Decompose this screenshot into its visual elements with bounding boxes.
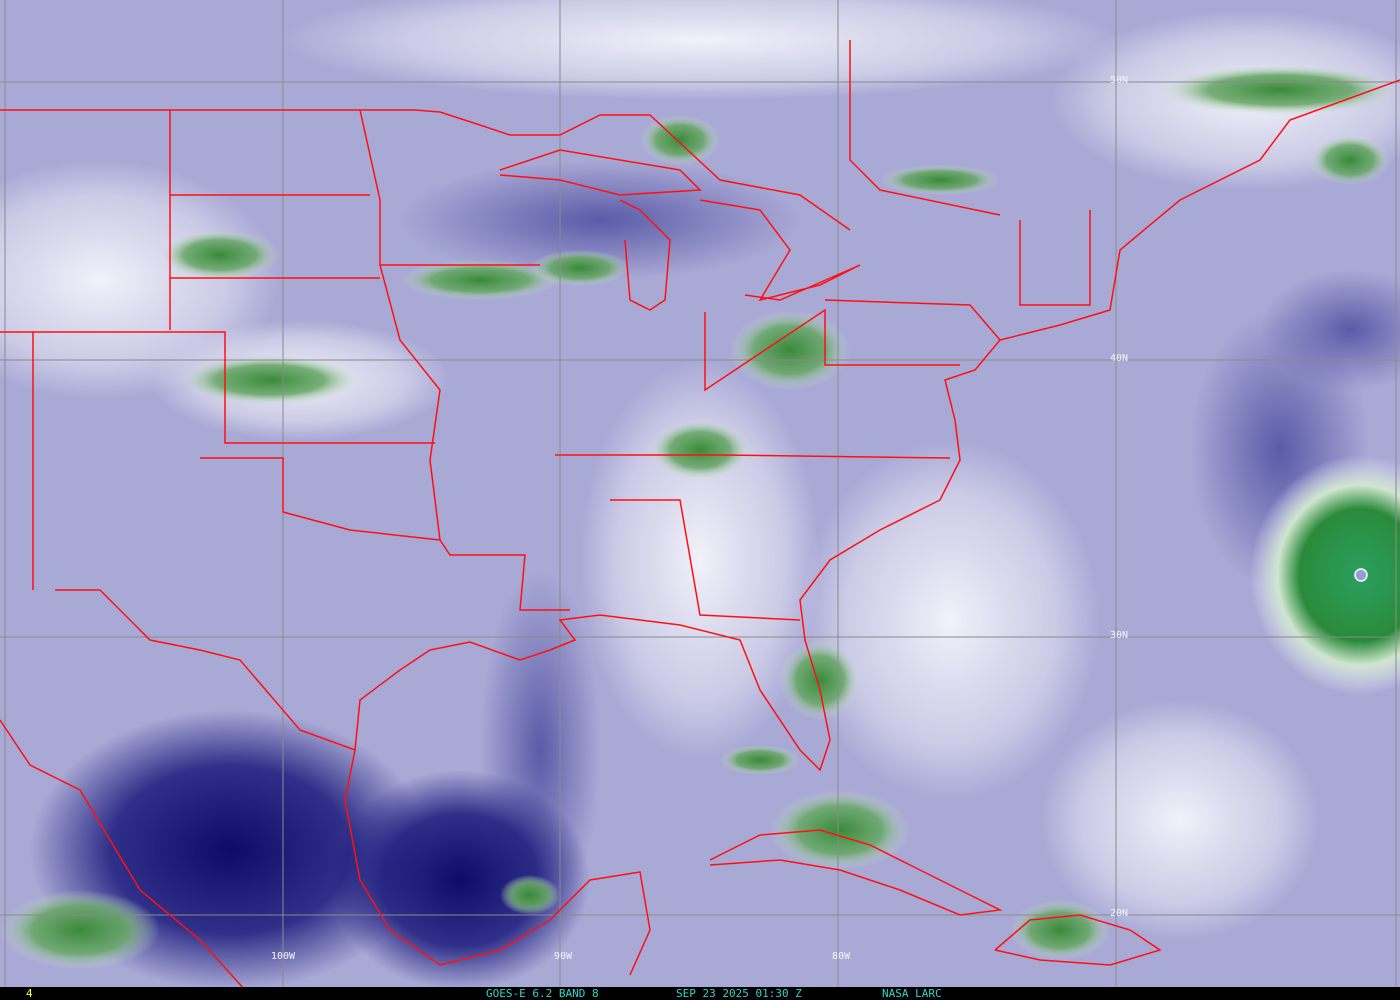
state-line-oh-pa: [704, 308, 960, 392]
lat-label-50n: 50N: [1110, 75, 1129, 86]
state-line-new-england: [1019, 210, 1091, 306]
state-line-mn-wi: [359, 109, 540, 266]
hispaniola-outline: [994, 914, 1162, 966]
state-line-ga-al: [610, 499, 801, 621]
state-line-ny: [824, 299, 1001, 341]
state-line-canada-quebec: [849, 40, 1001, 216]
lon-label-100w: 100W: [271, 951, 296, 962]
state-line-ks: [0, 331, 435, 444]
lat-label-40n: 40N: [1110, 353, 1129, 364]
source-label: NASA LARC: [882, 987, 942, 1000]
caption-bar: 4 GOES-E 6.2 BAND 8 SEP 23 2025 01:30 Z …: [0, 987, 1400, 1000]
state-line-tn-ky: [555, 454, 951, 459]
cuba-outline: [709, 829, 1003, 916]
lake-superior: [499, 149, 702, 196]
satellite-band-label: GOES-E 6.2 BAND 8: [486, 987, 599, 1000]
gulf-coastline: [354, 79, 1400, 772]
lat-label-20n: 20N: [1110, 908, 1129, 919]
frame-number: 4: [26, 987, 33, 1000]
us-canada-border: [0, 109, 851, 231]
mexico-gulf-coastline: [344, 749, 651, 976]
lon-label-80w: 80W: [832, 951, 851, 962]
state-line-ok-tx: [200, 457, 441, 541]
datetime-label: SEP 23 2025 01:30 Z: [676, 987, 802, 1000]
us-mexico-border: [55, 589, 356, 751]
lake-michigan: [619, 199, 671, 311]
lat-label-30n: 30N: [1110, 630, 1129, 641]
state-line-mississippi: [379, 264, 570, 611]
lon-label-90w: 90W: [554, 951, 573, 962]
political-boundaries: [0, 40, 1400, 987]
mexico-pacific-coastline: [0, 719, 244, 987]
lake-huron-erie: [699, 199, 861, 302]
